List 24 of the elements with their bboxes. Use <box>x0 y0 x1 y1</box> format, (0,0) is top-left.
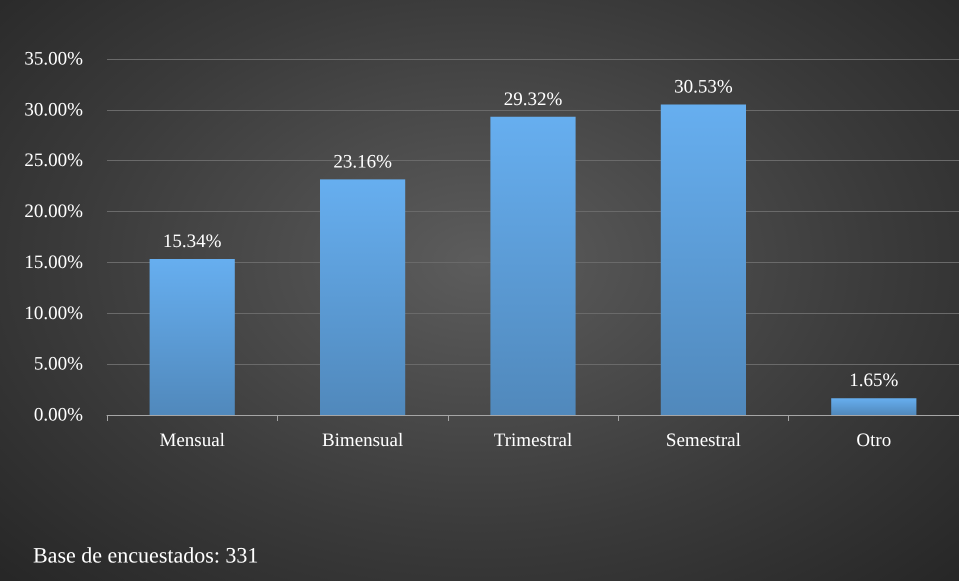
y-tick-label: 20.00% <box>24 201 84 222</box>
data-label: 30.53% <box>674 76 733 98</box>
data-label: 23.16% <box>333 151 392 172</box>
y-tick-label: 35.00% <box>24 48 84 70</box>
x-tick-label: Bimensual <box>322 430 404 451</box>
data-label: 29.32% <box>504 88 562 110</box>
y-tick-label: 5.00% <box>34 354 84 375</box>
x-tick-label: Semestral <box>666 430 741 451</box>
y-tick-label: 15.00% <box>24 252 84 273</box>
bar <box>831 398 916 415</box>
bar <box>320 179 406 415</box>
y-tick-label: 30.00% <box>24 99 84 120</box>
text: Base de encuestados: 331 <box>33 542 258 568</box>
y-tick-label: 25.00% <box>24 150 84 172</box>
y-tick-label: 10.00% <box>24 302 84 324</box>
x-tick-label: Mensual <box>159 430 225 451</box>
x-tick-label: Otro <box>856 430 892 451</box>
bar <box>490 116 576 415</box>
data-label: 15.34% <box>162 230 222 252</box>
bar <box>660 104 746 415</box>
x-tick-label: Trimestral <box>494 430 572 451</box>
y-tick-label: 0.00% <box>34 404 84 426</box>
bar <box>150 258 235 415</box>
data-label: 1.65% <box>849 370 899 392</box>
